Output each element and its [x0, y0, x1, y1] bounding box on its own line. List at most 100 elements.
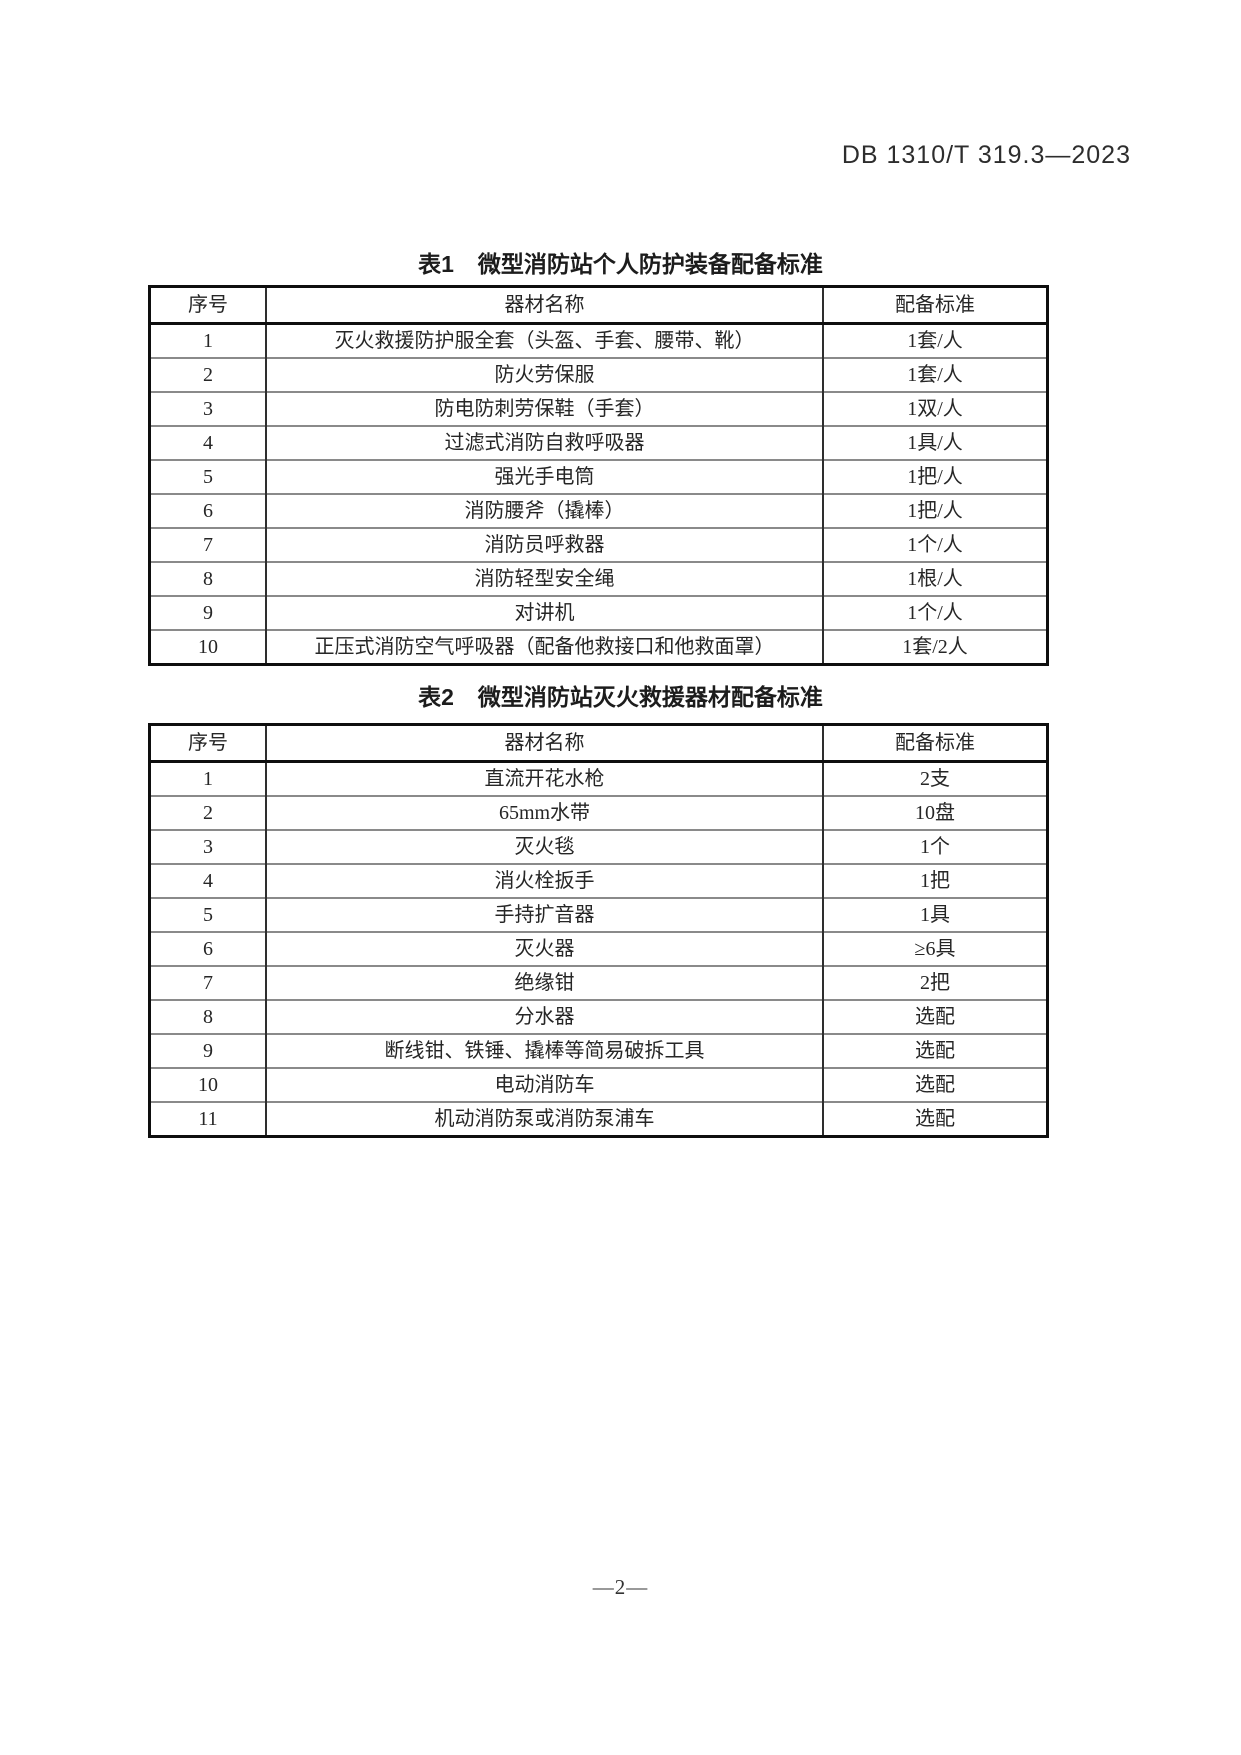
equipment-name: 直流开花水枪	[265, 760, 824, 796]
table-row: 1 灭火救援防护服全套（头盔、手套、腰带、靴） 1套/人	[148, 322, 1049, 358]
allocation-standard: 1具	[822, 897, 1049, 932]
column-header: 序号	[148, 724, 267, 763]
equipment-name: 消火栓扳手	[265, 863, 824, 898]
row-index: 2	[148, 357, 267, 392]
row-index: 8	[148, 999, 267, 1034]
row-index: 8	[148, 561, 267, 596]
table-row: 5 手持扩音器 1具	[148, 897, 1049, 932]
table-row: 5 强光手电筒 1把/人	[148, 459, 1049, 494]
equipment-name: 断线钳、铁锤、撬棒等简易破拆工具	[265, 1033, 824, 1068]
allocation-standard: 1个	[822, 829, 1049, 864]
equipment-name: 防火劳保服	[265, 357, 824, 392]
column-header: 器材名称	[265, 286, 824, 325]
table2-firefighting-rescue-equipment: 序号 器材名称 配备标准 1 直流开花水枪 2支 2 65mm水带 10盘 3 灭火毯 1个 4 消火栓…	[148, 723, 1049, 1138]
table-row: 7 绝缘钳 2把	[148, 965, 1049, 1000]
allocation-standard: 1把	[822, 863, 1049, 898]
equipment-name: 手持扩音器	[265, 897, 824, 932]
equipment-name: 防电防刺劳保鞋（手套）	[265, 391, 824, 426]
table-row: 4 消火栓扳手 1把	[148, 863, 1049, 898]
equipment-name: 电动消防车	[265, 1067, 824, 1102]
column-header: 器材名称	[265, 724, 824, 763]
equipment-name: 灭火毯	[265, 829, 824, 864]
table-row: 7 消防员呼救器 1个/人	[148, 527, 1049, 562]
allocation-standard: 选配	[822, 1101, 1049, 1137]
table2-title-text: 微型消防站灭火救援器材配备标准	[477, 684, 823, 710]
column-header: 配备标准	[822, 724, 1049, 763]
equipment-name: 对讲机	[265, 595, 824, 630]
table1-personal-protective-equipment: 序号 器材名称 配备标准 1 灭火救援防护服全套（头盔、手套、腰带、靴） 1套/人 2 防火…	[148, 285, 1049, 666]
table-row: 8 消防轻型安全绳 1根/人	[148, 561, 1049, 596]
row-index: 4	[148, 863, 267, 898]
row-index: 5	[148, 459, 267, 494]
equipment-name: 强光手电筒	[265, 459, 824, 494]
row-index: 1	[148, 322, 267, 358]
equipment-name: 消防腰斧（撬棒）	[265, 493, 824, 528]
row-index: 9	[148, 595, 267, 630]
allocation-standard: 1具/人	[822, 425, 1049, 460]
allocation-standard: 选配	[822, 999, 1049, 1034]
equipment-name: 分水器	[265, 999, 824, 1034]
row-index: 9	[148, 1033, 267, 1068]
table1-title: 表1 微型消防站个人防护装备配备标准	[0, 245, 1241, 279]
row-index: 6	[148, 931, 267, 966]
table-row: 8 分水器 选配	[148, 999, 1049, 1034]
table1-title-number: 表1	[418, 251, 454, 277]
allocation-standard: 选配	[822, 1067, 1049, 1102]
table-row: 9 断线钳、铁锤、撬棒等简易破拆工具 选配	[148, 1033, 1049, 1068]
table-row: 10 电动消防车 选配	[148, 1067, 1049, 1102]
allocation-standard: 1把/人	[822, 493, 1049, 528]
allocation-standard: 1根/人	[822, 561, 1049, 596]
allocation-standard: 1套/人	[822, 322, 1049, 358]
column-header: 配备标准	[822, 286, 1049, 325]
table-row: 6 消防腰斧（撬棒） 1把/人	[148, 493, 1049, 528]
table-header-row: 序号 器材名称 配备标准	[148, 286, 1049, 325]
standard-number: DB 1310/T 319.3—2023	[841, 141, 1131, 169]
row-index: 6	[148, 493, 267, 528]
equipment-name: 灭火救援防护服全套（头盔、手套、腰带、靴）	[265, 322, 824, 358]
allocation-standard: 1双/人	[822, 391, 1049, 426]
table2-title: 表2 微型消防站灭火救援器材配备标准	[0, 678, 1241, 712]
equipment-name: 过滤式消防自救呼吸器	[265, 425, 824, 460]
allocation-standard: 选配	[822, 1033, 1049, 1068]
table-row: 6 灭火器 ≥6具	[148, 931, 1049, 966]
table-row: 10 正压式消防空气呼吸器（配备他救接口和他救面罩） 1套/2人	[148, 629, 1049, 665]
allocation-standard: ≥6具	[822, 931, 1049, 966]
row-index: 2	[148, 795, 267, 830]
row-index: 7	[148, 965, 267, 1000]
equipment-name: 消防员呼救器	[265, 527, 824, 562]
allocation-standard: 2支	[822, 760, 1049, 796]
table-row: 11 机动消防泵或消防泵浦车 选配	[148, 1101, 1049, 1137]
table-row: 2 防火劳保服 1套/人	[148, 357, 1049, 392]
allocation-standard: 1个/人	[822, 527, 1049, 562]
equipment-name: 绝缘钳	[265, 965, 824, 1000]
row-index: 3	[148, 829, 267, 864]
table-row: 3 灭火毯 1个	[148, 829, 1049, 864]
allocation-standard: 1把/人	[822, 459, 1049, 494]
allocation-standard: 1个/人	[822, 595, 1049, 630]
row-index: 10	[148, 629, 267, 665]
table1-title-text: 微型消防站个人防护装备配备标准	[477, 251, 823, 277]
table-row: 3 防电防刺劳保鞋（手套） 1双/人	[148, 391, 1049, 426]
row-index: 1	[148, 760, 267, 796]
table-header-row: 序号 器材名称 配备标准	[148, 724, 1049, 763]
allocation-standard: 2把	[822, 965, 1049, 1000]
allocation-standard: 1套/人	[822, 357, 1049, 392]
row-index: 11	[148, 1101, 267, 1137]
allocation-standard: 1套/2人	[822, 629, 1049, 665]
allocation-standard: 10盘	[822, 795, 1049, 830]
table2-title-number: 表2	[418, 684, 454, 710]
equipment-name: 消防轻型安全绳	[265, 561, 824, 596]
table-row: 4 过滤式消防自救呼吸器 1具/人	[148, 425, 1049, 460]
page-number: —2—	[592, 1575, 649, 1599]
table-row: 1 直流开花水枪 2支	[148, 760, 1049, 796]
column-header: 序号	[148, 286, 267, 325]
row-index: 4	[148, 425, 267, 460]
table-row: 2 65mm水带 10盘	[148, 795, 1049, 830]
row-index: 3	[148, 391, 267, 426]
table-row: 9 对讲机 1个/人	[148, 595, 1049, 630]
row-index: 7	[148, 527, 267, 562]
row-index: 5	[148, 897, 267, 932]
equipment-name: 机动消防泵或消防泵浦车	[265, 1101, 824, 1137]
equipment-name: 65mm水带	[265, 795, 824, 830]
